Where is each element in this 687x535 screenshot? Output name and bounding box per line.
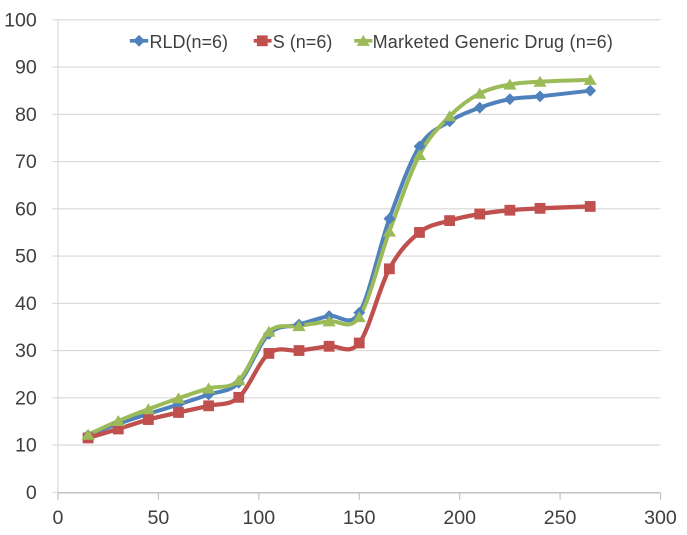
svg-text:150: 150 — [343, 507, 376, 529]
svg-text:30: 30 — [15, 340, 37, 362]
svg-text:0: 0 — [53, 507, 64, 529]
svg-text:100: 100 — [242, 507, 275, 529]
svg-text:S (n=6): S (n=6) — [273, 32, 333, 52]
svg-text:50: 50 — [15, 246, 37, 268]
svg-text:250: 250 — [544, 507, 577, 529]
svg-text:10: 10 — [15, 435, 37, 457]
svg-text:200: 200 — [443, 507, 476, 529]
svg-text:0: 0 — [26, 482, 37, 504]
svg-text:20: 20 — [15, 387, 37, 409]
svg-text:80: 80 — [15, 104, 37, 126]
svg-text:RLD(n=6): RLD(n=6) — [150, 32, 229, 52]
svg-text:Marketed Generic Drug (n=6): Marketed Generic Drug (n=6) — [373, 32, 614, 52]
svg-text:70: 70 — [15, 151, 37, 173]
svg-text:60: 60 — [15, 198, 37, 220]
svg-text:90: 90 — [15, 57, 37, 79]
svg-text:50: 50 — [148, 507, 170, 529]
svg-text:40: 40 — [15, 293, 37, 315]
svg-text:300: 300 — [644, 507, 677, 529]
svg-text:100: 100 — [4, 9, 37, 31]
